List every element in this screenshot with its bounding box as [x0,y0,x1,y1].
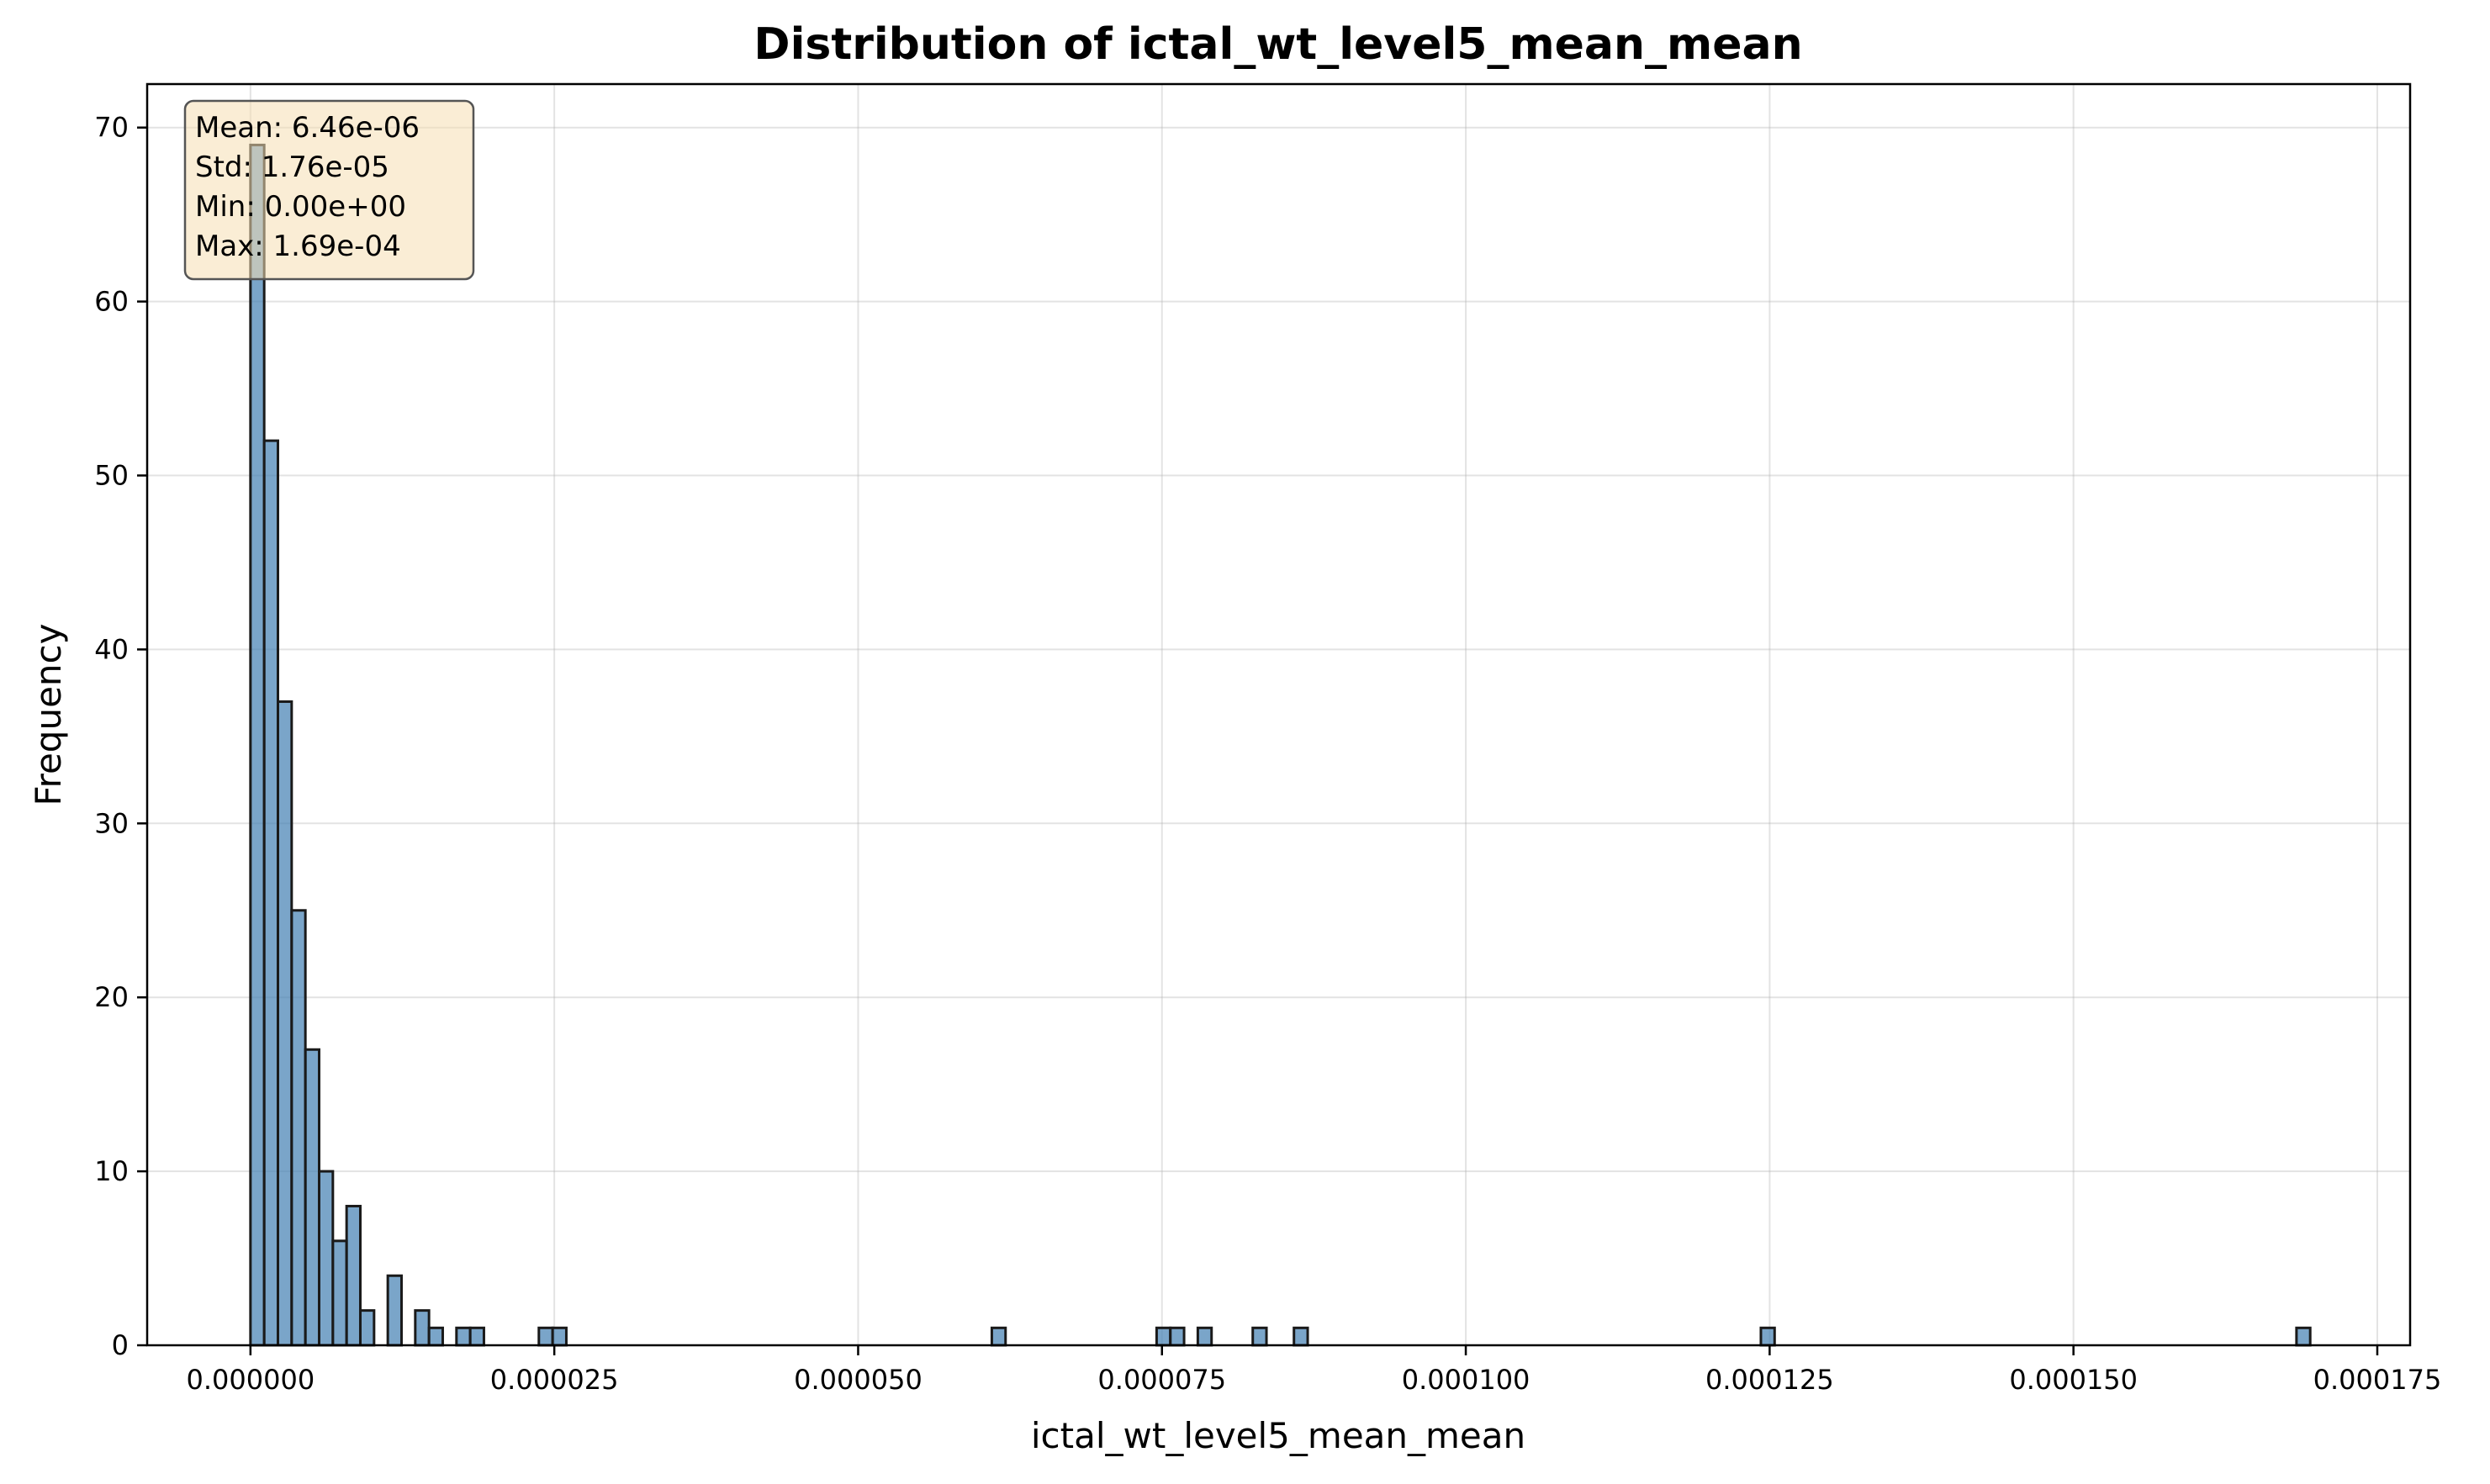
x-tick-label-5: 0.000125 [1705,1364,1834,1396]
histogram-bar-19 [1196,1326,1213,1347]
histogram-bar-3 [290,909,307,1347]
histogram-bar-10 [414,1309,431,1347]
histogram-bar-4 [304,1048,320,1347]
y-axis-label: Frequency [28,624,69,806]
histogram-bar-15 [551,1326,568,1347]
y-tick-label-4: 40 [94,633,129,665]
y-tick-label-0: 0 [112,1329,129,1361]
histogram-bar-17 [1155,1326,1172,1347]
histogram-bar-12 [455,1326,472,1347]
histogram-bar-16 [990,1326,1007,1347]
stats-box-background [183,99,475,281]
histogram-bar-18 [1169,1326,1186,1347]
y-tick-label-2: 20 [94,981,129,1013]
x-tick-label-6: 0.000150 [2009,1364,2138,1396]
histogram-bar-14 [537,1326,554,1347]
histogram-bar-21 [1293,1326,1309,1347]
x-tick-label-4: 0.000100 [1402,1364,1530,1396]
stats-max: Max: 1.69e-04 [195,230,401,263]
histogram-bar-1 [262,439,280,1347]
histogram-bar-5 [317,1170,335,1347]
ticks-layer: 0.000000 0.000025 0.000050 0.000075 0.000100… [94,112,2441,1396]
plot-frame [145,82,2412,1347]
histogram-bar-11 [427,1326,444,1347]
x-tick-label-1: 0.000025 [490,1364,619,1396]
x-tick-label-7: 0.000175 [2313,1364,2442,1396]
stats-min: Min: 0.00e+00 [195,190,406,224]
chart-title: Distribution of ictal_wt_level5_mean_mea… [753,19,1802,70]
histogram-bar-13 [468,1326,485,1347]
x-tick-label-2: 0.000050 [794,1364,923,1396]
y-tick-label-7: 70 [94,112,129,144]
stats-mean: Mean: 6.46e-06 [195,111,420,145]
x-tick-label-0: 0.000000 [186,1364,315,1396]
stats-box: Mean: 6.46e-06 Std: 1.76e-05 Min: 0.00e+… [183,99,475,281]
histogram-bar-0 [249,143,266,1347]
histogram-bar-9 [386,1274,403,1347]
stats-std: Std: 1.76e-05 [195,151,389,184]
y-tick-label-3: 30 [94,807,129,839]
y-tick-label-1: 10 [94,1155,129,1187]
histogram-bar-20 [1251,1326,1268,1347]
histogram-bar-23 [2295,1326,2312,1347]
histogram-bar-22 [1759,1326,1776,1347]
histogram-bar-6 [331,1239,348,1347]
histogram-bar-7 [345,1204,362,1347]
y-tick-label-5: 50 [94,460,129,492]
histogram-bar-2 [277,700,293,1347]
x-tick-label-3: 0.000075 [1097,1364,1226,1396]
histogram-bar-8 [358,1309,376,1347]
x-axis-label: ictal_wt_level5_mean_mean [1031,1415,1525,1456]
y-tick-label-6: 60 [94,286,129,318]
